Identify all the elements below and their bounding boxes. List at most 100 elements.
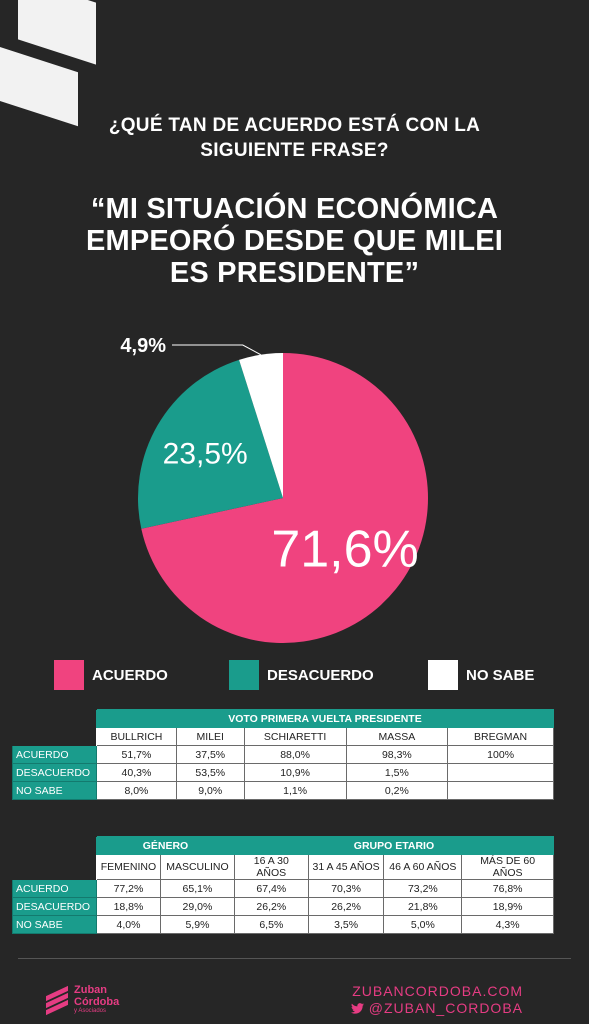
row-label: ACUERDO <box>12 745 97 764</box>
brand-name-line: Córdoba <box>74 996 120 1008</box>
column-header: MÁS DE 60 AÑOS <box>461 854 554 880</box>
row-label: DESACUERDO <box>12 763 97 782</box>
column-header: 46 A 60 AÑOS <box>383 854 463 880</box>
table-cell: 18,8% <box>95 897 161 916</box>
column-header: BULLRICH <box>95 727 177 746</box>
table-cell: 4,3% <box>461 915 554 934</box>
table-cell: 10,9% <box>243 763 347 782</box>
twitter-handle: @ZUBAN_CORDOBA <box>368 1000 523 1016</box>
table-row: NO SABE 4,0% 5,9% 6,5% 3,5% 5,0% 4,3% <box>12 915 554 934</box>
row-label: NO SABE <box>12 781 97 800</box>
brand-mark-icon <box>46 985 68 1015</box>
pie-slice-desacuerdo <box>138 359 283 529</box>
pie-chart: 71,6% 23,5% 4,9% <box>120 335 429 643</box>
table-cell: 40,3% <box>95 763 177 782</box>
legend-item-acuerdo: ACUERDO <box>54 659 168 691</box>
corner-decoration <box>18 0 96 65</box>
footer-divider <box>18 958 571 959</box>
brand-logo: Zuban Córdoba y Asociados <box>46 984 119 1015</box>
table-cell: 70,3% <box>307 879 385 898</box>
twitter-bird-icon <box>350 1003 364 1014</box>
pie-slice-no-sabe <box>239 353 283 498</box>
table-row: DESACUERDO 18,8% 29,0% 26,2% 26,2% 21,8%… <box>12 897 554 916</box>
legend-item-desacuerdo: DESACUERDO <box>229 659 374 691</box>
footer-links: ZUBANCORDOBA.COM @ZUBAN_CORDOBA <box>350 983 523 1017</box>
table-cell: 77,2% <box>95 879 161 898</box>
table-cell: 1,1% <box>243 781 347 800</box>
legend-label: NO SABE <box>466 666 535 684</box>
legend-swatch <box>229 660 259 690</box>
question-text: ¿QUÉ TAN DE ACUERDO ESTÁ CON LA SIGUIENT… <box>0 113 589 163</box>
row-label: DESACUERDO <box>12 897 97 916</box>
table-corner <box>13 710 97 728</box>
table-cell <box>447 781 554 800</box>
brand-name-line: Zuban <box>74 984 107 996</box>
table-cell: 9,0% <box>175 781 245 800</box>
column-header: MASSA <box>345 727 449 746</box>
table-cell: 51,7% <box>95 745 177 764</box>
row-label: ACUERDO <box>12 879 97 898</box>
vote-group-header: VOTO PRIMERA VUELTA PRESIDENTE <box>95 709 555 728</box>
table-cell: 5,9% <box>159 915 235 934</box>
legend-swatch <box>54 660 84 690</box>
table-cell: 26,2% <box>233 897 309 916</box>
legend-label: DESACUERDO <box>267 666 374 684</box>
gender-group-header: GÉNERO <box>95 836 235 855</box>
table-row: DESACUERDO 40,3% 53,5% 10,9% 1,5% <box>12 763 554 782</box>
table-cell: 4,0% <box>95 915 161 934</box>
table-cell: 1,5% <box>345 763 449 782</box>
website-link[interactable]: ZUBANCORDOBA.COM <box>352 983 523 999</box>
chart-legend: ACUERDO DESACUERDO NO SABE <box>0 659 589 691</box>
table-row: ACUERDO 51,7% 37,5% 88,0% 98,3% 100% <box>12 745 554 764</box>
quote-line: ES PRESIDENTE” <box>169 257 420 289</box>
column-header: BREGMAN <box>447 727 554 746</box>
pie-leader-line <box>172 344 262 356</box>
question-line: ¿QUÉ TAN DE ACUERDO ESTÁ CON LA <box>108 115 481 136</box>
table-cell: 0,2% <box>345 781 449 800</box>
quote-text: “MI SITUACIÓN ECONÓMICA EMPEORÓ DESDE QU… <box>0 193 589 289</box>
pie-label-no-sabe: 4,9% <box>120 335 166 357</box>
table-cell: 88,0% <box>243 745 347 764</box>
question-line: SIGUIENTE FRASE? <box>200 140 389 161</box>
table-corner <box>13 837 97 855</box>
quote-line: “MI SITUACIÓN ECONÓMICA <box>90 193 499 225</box>
table-cell: 73,2% <box>383 879 463 898</box>
pie-label-acuerdo: 71,6% <box>271 520 418 578</box>
column-header: MASCULINO <box>159 854 235 880</box>
table-cell: 76,8% <box>461 879 554 898</box>
brand-subtitle: y Asociados <box>74 1008 107 1014</box>
age-group-header: GRUPO ETARIO <box>233 836 555 855</box>
twitter-handle-row[interactable]: @ZUBAN_CORDOBA <box>350 1000 523 1017</box>
pie-slice-acuerdo <box>141 353 429 643</box>
pie-label-desacuerdo: 23,5% <box>163 437 248 470</box>
table-cell: 5,0% <box>383 915 463 934</box>
table-corner <box>13 855 97 880</box>
column-header: FEMENINO <box>95 854 161 880</box>
table-cell: 29,0% <box>159 897 235 916</box>
row-label: NO SABE <box>12 915 97 934</box>
table-cell: 53,5% <box>175 763 245 782</box>
table-cell: 37,5% <box>175 745 245 764</box>
demographics-table: GÉNERO GRUPO ETARIO FEMENINO MASCULINO 1… <box>12 836 555 934</box>
table-cell: 65,1% <box>159 879 235 898</box>
table-cell: 6,5% <box>233 915 309 934</box>
table-cell: 98,3% <box>345 745 449 764</box>
table-cell: 8,0% <box>95 781 177 800</box>
table-cell: 21,8% <box>383 897 463 916</box>
table-cell: 26,2% <box>307 897 385 916</box>
table-corner <box>13 728 97 746</box>
column-header: 16 A 30 AÑOS <box>233 854 309 880</box>
table-cell: 100% <box>447 745 554 764</box>
column-header: MILEI <box>175 727 245 746</box>
table-cell: 67,4% <box>233 879 309 898</box>
column-header: 31 A 45 AÑOS <box>307 854 385 880</box>
column-header: SCHIARETTI <box>243 727 347 746</box>
table-cell: 18,9% <box>461 897 554 916</box>
legend-label: ACUERDO <box>92 666 168 684</box>
table-row: NO SABE 8,0% 9,0% 1,1% 0,2% <box>12 781 554 800</box>
quote-line: EMPEORÓ DESDE QUE MILEI <box>85 225 504 257</box>
vote-table: VOTO PRIMERA VUELTA PRESIDENTE BULLRICH … <box>12 709 555 800</box>
legend-item-no-sabe: NO SABE <box>428 659 534 691</box>
table-cell <box>447 763 554 782</box>
legend-swatch <box>428 660 458 690</box>
